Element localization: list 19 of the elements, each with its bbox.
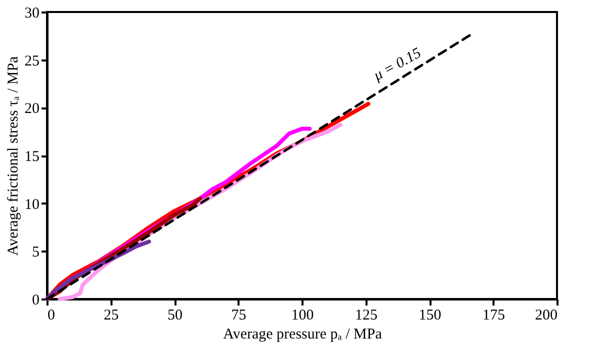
x-axis-title: Average pressure pₐ / MPa — [223, 326, 382, 342]
y-tick-label: 5 — [32, 244, 40, 261]
annotation: μ = 0.15 — [370, 45, 424, 85]
y-tick-label: 10 — [24, 196, 40, 213]
x-tick-label: 100 — [291, 308, 314, 324]
x-tick-label: 175 — [482, 308, 505, 324]
x-tick-label: 50 — [168, 308, 182, 324]
y-tick-label: 0 — [32, 292, 40, 308]
y-tick-label: 30 — [24, 6, 40, 22]
y-tick-label: 25 — [24, 53, 40, 70]
x-tick-label: 0 — [48, 308, 55, 324]
y-tick-label: 15 — [24, 149, 40, 165]
x-tick-label: 25 — [104, 308, 119, 324]
x-tick-label: 75 — [231, 308, 246, 324]
y-tick-label: 20 — [24, 101, 40, 118]
x-tick-label: 150 — [418, 308, 442, 324]
x-tick-label: 125 — [355, 308, 378, 324]
y-axis-title: Average frictional stress τₐ / MPa — [6, 56, 22, 256]
x-tick-label: 200 — [535, 308, 558, 324]
